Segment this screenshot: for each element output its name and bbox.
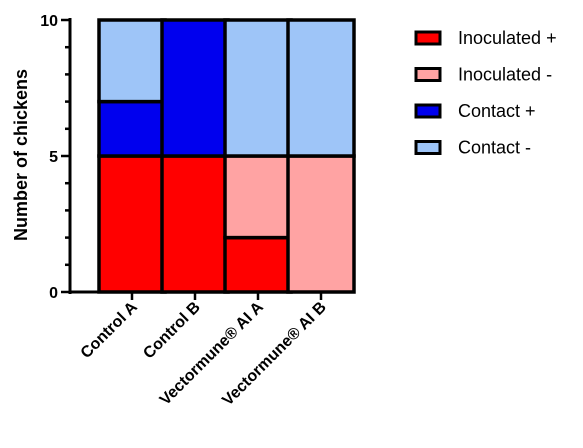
bar-segment (286, 18, 356, 158)
bar-segment (97, 18, 167, 104)
x-tick-label: Control B (140, 299, 204, 363)
bar-segment (223, 235, 293, 294)
bar-segment (223, 154, 293, 240)
y-tick-label: 10 (40, 13, 58, 30)
bar-segment (160, 154, 230, 294)
x-tick-label: Vectormune® AI A (157, 298, 267, 408)
legend-swatch (414, 103, 442, 119)
legend-swatch (414, 140, 442, 155)
legend-label: Inoculated + (458, 28, 557, 48)
legend-label: Contact - (458, 138, 531, 158)
bar-segment (97, 154, 167, 294)
legend-label: Inoculated - (458, 65, 552, 85)
y-tick-label: 5 (49, 149, 58, 166)
bar-segment (286, 154, 356, 294)
x-tick-label: Vectormune® AI B (219, 299, 329, 409)
bar-segment (223, 18, 293, 158)
legend-label: Contact + (458, 101, 536, 121)
x-tick-label: Control A (78, 298, 141, 361)
legend-swatch (414, 67, 442, 82)
legend-swatch (414, 30, 442, 46)
y-axis-title: Number of chickens (11, 69, 31, 241)
bar-segment (97, 99, 167, 158)
legend: Inoculated + Inoculated - Contact + Contact… (414, 28, 557, 158)
bars-layer (97, 18, 356, 294)
bar-segment (160, 18, 230, 158)
y-tick-label: 0 (49, 285, 58, 302)
